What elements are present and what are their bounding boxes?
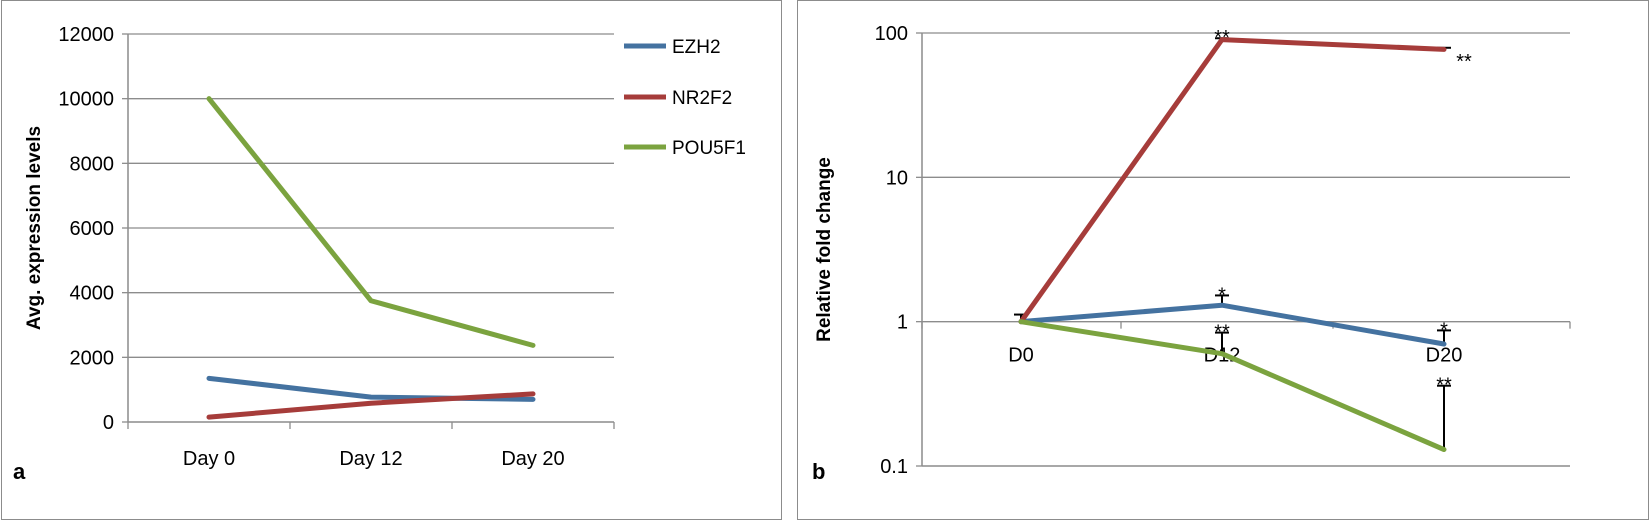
series-line-a-pou5f1 — [206, 96, 536, 348]
ytick-label-a-2: 4000 — [70, 283, 115, 305]
legend-label-a-nr2f2: NR2F2 — [672, 88, 732, 109]
ytick-label-a-1: 2000 — [70, 347, 115, 369]
xtick-label-a-2: Day 20 — [501, 448, 564, 470]
xtick-label-a-0: Day 0 — [183, 448, 235, 470]
legend-label-a-ezh2: EZH2 — [672, 37, 721, 58]
chart-panel-b: 0.1 1 10 100 D0 D12 D20 Relative fold change * * *… — [797, 0, 1649, 520]
significance-mark-pou5f1-1: ** — [1214, 322, 1230, 344]
panel-letter-a: a — [13, 459, 26, 484]
y-axis-label-a: Avg. expression levels — [24, 126, 45, 330]
ytick-label-a-4: 8000 — [70, 153, 115, 175]
significance-mark-ezh2-2: * — [1440, 319, 1448, 341]
series-line-b-ezh2 — [1018, 302, 1447, 347]
ytick-label-a-5: 10000 — [58, 89, 114, 111]
ytick-label-b-2: 10 — [886, 167, 908, 189]
ytick-label-a-3: 6000 — [70, 218, 115, 240]
chart-panel-a: 0 2000 4000 6000 8000 10000 12000 Day 0 Day 12 Da… — [1, 0, 782, 520]
panel-letter-b: b — [812, 459, 825, 484]
ytick-label-b-0: 0.1 — [880, 456, 908, 478]
significance-mark-pou5f1-2: ** — [1436, 375, 1452, 397]
significance-mark-nr2f2-2: ** — [1456, 51, 1472, 73]
xtick-label-b-2: D20 — [1426, 345, 1463, 367]
y-axis-label-b: Relative fold change — [814, 157, 835, 342]
significance-mark-nr2f2-1: ** — [1214, 27, 1230, 49]
xtick-label-a-1: Day 12 — [339, 448, 402, 470]
ytick-label-a-0: 0 — [103, 412, 114, 434]
significance-mark-ezh2-1: * — [1218, 284, 1226, 306]
xtick-label-b-0: D0 — [1008, 345, 1034, 367]
ytick-label-b-3: 100 — [875, 23, 908, 45]
series-line-b-nr2f2 — [1018, 37, 1447, 325]
series-line-a-nr2f2 — [206, 391, 536, 420]
chart-a-svg: 0 2000 4000 6000 8000 10000 12000 Day 0 Day 12 Da… — [13, 24, 746, 484]
ytick-label-a-6: 12000 — [58, 24, 114, 46]
series-line-b-pou5f1 — [1018, 319, 1447, 453]
ytick-label-b-1: 1 — [897, 312, 908, 334]
legend-label-a-pou5f1: POU5F1 — [672, 138, 746, 159]
